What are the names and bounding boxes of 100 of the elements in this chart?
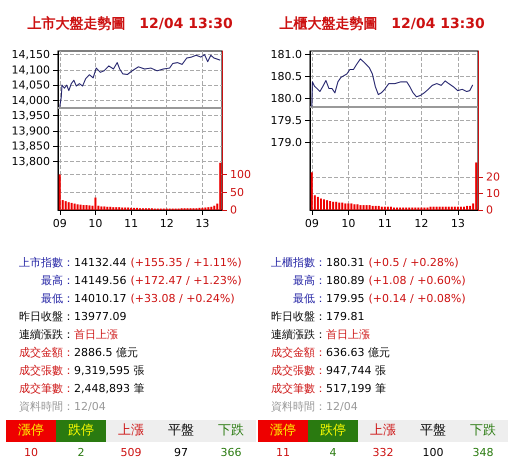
text: 連續漲跌：首日上漲 — [18, 327, 118, 343]
y-tick-label: 179.5 — [270, 114, 302, 128]
bar — [347, 203, 350, 210]
bar — [368, 205, 371, 210]
bar — [115, 207, 118, 210]
x-tick-label: 10 — [88, 217, 102, 230]
bar — [344, 203, 346, 210]
bar — [460, 206, 462, 210]
category-label: 平盤 — [156, 420, 206, 442]
bar — [430, 206, 432, 210]
category-label: 跌停 — [308, 420, 358, 442]
bar — [353, 204, 356, 210]
y-tick-label: 14,100 — [12, 63, 50, 76]
bar — [80, 204, 82, 210]
text: 上市指數：14132.44 (+155.35 / +1.11%) — [18, 255, 242, 271]
bar — [322, 199, 325, 210]
bar — [68, 202, 70, 210]
chart-title: 上市大盤走勢圖 12/04 13:30 — [26, 15, 234, 32]
y2-tick-label: 20 — [486, 170, 500, 184]
line-series — [311, 58, 474, 107]
bar — [454, 206, 456, 210]
data-label: 2 — [76, 445, 86, 461]
data-label: 10 — [23, 445, 39, 461]
text: 最高：180.89 (+1.08 / +0.60%) — [292, 273, 466, 289]
x-tick-label: 11 — [378, 217, 392, 230]
y-tick-label: 179.0 — [270, 136, 302, 150]
bar — [386, 206, 389, 210]
x-tick-label: 12 — [414, 217, 428, 230]
x-tick-label: 13 — [195, 217, 210, 230]
text: 最低：179.95 (+0.14 / +0.08%) — [292, 291, 466, 307]
text: 資料時間：12/04 — [18, 399, 106, 415]
bar — [76, 204, 79, 210]
text: 成交金額：2886.5 億元 — [18, 345, 138, 361]
bar — [366, 205, 368, 210]
bar — [384, 206, 386, 210]
bar — [320, 198, 322, 210]
text: 成交金額：636.63 億元 — [270, 345, 390, 361]
data-label: 509 — [120, 445, 142, 461]
category-label: 下跌 — [458, 420, 508, 442]
category-label: 上漲 — [106, 420, 156, 442]
y2-tick-label: 50 — [230, 186, 244, 199]
text: 昨日收盤：13977.09 — [18, 309, 126, 325]
category-label: 下跌 — [206, 420, 256, 442]
bar — [350, 203, 352, 210]
bar — [118, 207, 120, 210]
x-tick-label: 13 — [450, 217, 465, 230]
bar — [380, 206, 383, 210]
bar — [436, 206, 438, 210]
text: 成交張數：9,319,595 張 — [18, 363, 144, 379]
bar — [438, 206, 441, 210]
text: 連續漲跌：首日上漲 — [270, 327, 370, 343]
bar — [338, 202, 340, 210]
category-label: 跌停 — [56, 420, 106, 442]
data-label: 366 — [220, 445, 242, 461]
y-tick-label: 14,000 — [12, 94, 50, 107]
bar — [444, 206, 447, 210]
bar — [372, 206, 374, 210]
bar — [100, 206, 102, 210]
bar — [112, 207, 114, 210]
bar — [109, 206, 112, 210]
bar — [82, 205, 85, 210]
y2-tick-label: 100 — [230, 168, 252, 182]
bar — [213, 206, 216, 210]
data-label: 97 — [173, 445, 189, 461]
x-tick-label: 09 — [52, 217, 67, 230]
text: 成交筆數：517,199 筆 — [270, 381, 386, 397]
x-tick-label: 11 — [124, 217, 138, 230]
bar — [442, 206, 444, 210]
bar — [448, 206, 450, 210]
bar — [475, 162, 478, 210]
data-label: 348 — [472, 445, 494, 461]
bar — [466, 206, 468, 210]
text: 最低：14010.17 (+33.08 / +0.24%) — [40, 291, 235, 307]
bar — [310, 172, 313, 210]
bar — [329, 200, 332, 210]
y2-tick-label: 0 — [486, 204, 493, 216]
bar — [86, 205, 88, 210]
data-label: 332 — [372, 445, 394, 461]
bar — [456, 206, 459, 210]
bar — [103, 206, 106, 210]
bar — [374, 206, 377, 210]
bar — [463, 206, 466, 210]
bar — [74, 204, 76, 210]
text: 成交張數：947,744 張 — [270, 363, 386, 379]
bar — [94, 198, 96, 210]
bar — [432, 206, 435, 210]
y-tick-label: 13,850 — [12, 140, 50, 153]
category-label: 上漲 — [358, 420, 408, 442]
bar — [326, 200, 328, 210]
category-label: 平盤 — [408, 420, 458, 442]
bar — [88, 205, 90, 210]
bar — [70, 202, 73, 210]
bar — [316, 196, 319, 210]
bar — [335, 202, 338, 210]
x-tick-label: 12 — [160, 217, 174, 230]
y2-tick-label: 10 — [486, 187, 500, 200]
bar — [332, 202, 334, 210]
text: 上櫃指數：180.31 (+0.5 / +0.28%) — [270, 255, 459, 271]
y-tick-label: 181.0 — [270, 48, 302, 62]
bar — [360, 205, 362, 210]
